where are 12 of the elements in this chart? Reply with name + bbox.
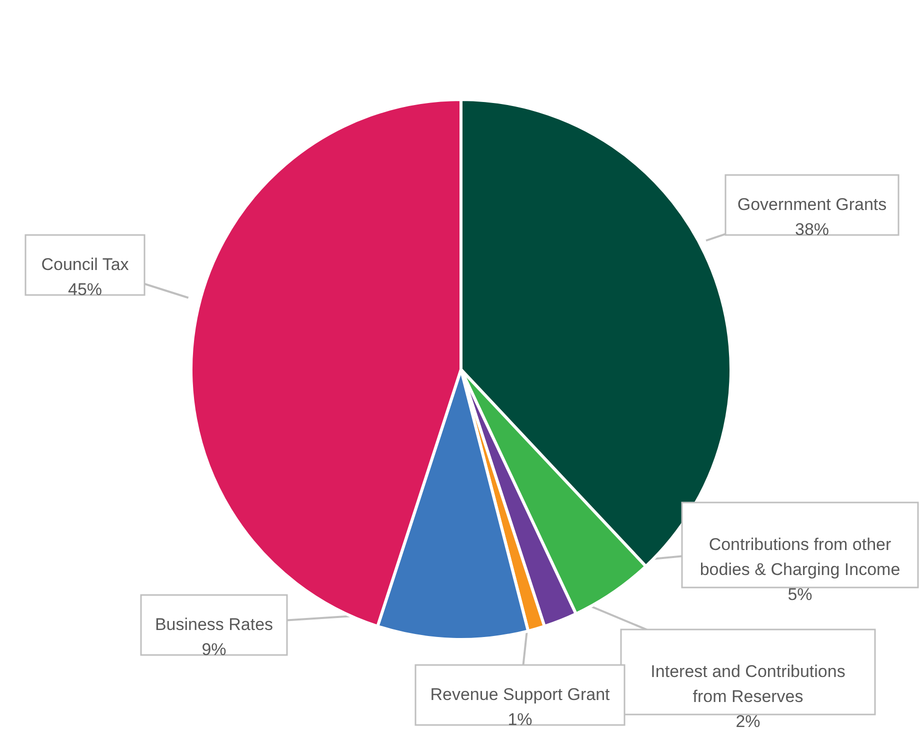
slice-label: Government Grants [737, 195, 887, 214]
slice-label: Interest and Contributions from Reserves [650, 662, 846, 706]
data-label: 5% [788, 585, 812, 604]
slice-label: Contributions from other bodies & Charging Income [700, 535, 900, 579]
data-label: 38% [794, 220, 830, 239]
data-label: 45% [68, 280, 102, 299]
data-label: 1% [508, 710, 532, 729]
slice-label: Council Tax [41, 255, 130, 274]
slice-label: Revenue Support Grant [430, 685, 610, 704]
data-label: 9% [202, 640, 226, 659]
data-label: 2% [736, 712, 760, 731]
slice-label: Business Rates [154, 615, 274, 634]
